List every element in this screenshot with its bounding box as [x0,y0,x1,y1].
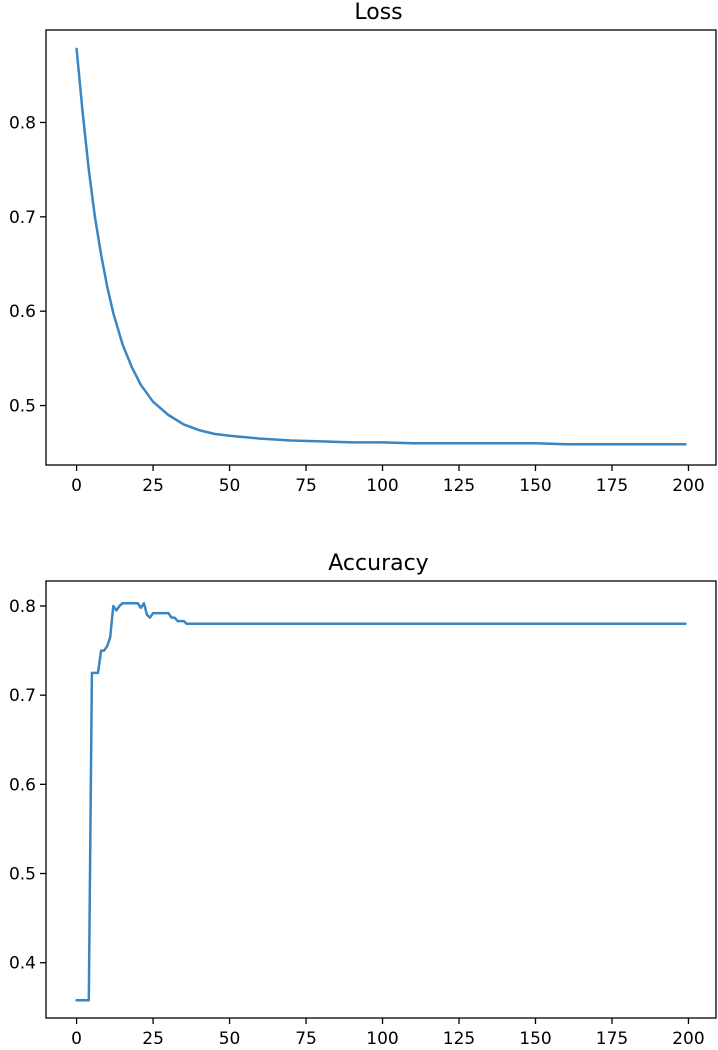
accuracy-x-tick-label: 150 [519,1029,551,1049]
loss-x-tick-label: 50 [219,476,241,496]
accuracy-y-tick-label: 0.7 [9,686,36,706]
loss-x-tick-label: 175 [596,476,628,496]
loss-plot-area: 0 25 50 75 100 125 150 175 200 0.5 0.6 0.7 0.8 [9,29,717,496]
loss-y-tick-label: 0.6 [9,302,36,322]
loss-chart: Loss 0 25 50 75 100 125 150 175 200 0.5 0.6 0.7 0.8 [9,0,717,496]
loss-x-tick-label: 75 [295,476,317,496]
loss-y-tick-label: 0.8 [9,113,36,133]
loss-y-tick-label: 0.7 [9,208,36,228]
accuracy-axes-frame [45,580,717,1019]
loss-x-tick-label: 0 [71,476,82,496]
accuracy-x-tick-label: 175 [596,1029,628,1049]
accuracy-x-tick-label: 0 [71,1029,82,1049]
loss-x-tick-label: 200 [672,476,704,496]
loss-series-line [75,47,687,446]
loss-x-tick-label: 25 [142,476,164,496]
accuracy-y-tick-label: 0.8 [9,597,36,617]
accuracy-y-tick-label: 0.6 [9,775,36,795]
loss-axes-frame [45,29,717,466]
accuracy-y-tick-label: 0.4 [9,954,36,974]
accuracy-x-tick-label: 75 [295,1029,317,1049]
accuracy-x-tick-label: 125 [443,1029,475,1049]
loss-x-tick-label: 150 [519,476,551,496]
accuracy-x-tick-label: 25 [142,1029,164,1049]
accuracy-x-tick-label: 50 [219,1029,241,1049]
accuracy-series-line [75,602,687,1002]
accuracy-x-tick-label: 200 [672,1029,704,1049]
loss-x-tick-label: 125 [443,476,475,496]
accuracy-x-tick-label: 100 [366,1029,398,1049]
accuracy-chart-title: Accuracy [328,551,428,576]
accuracy-y-tick-label: 0.5 [9,865,36,885]
loss-x-tick-label: 100 [366,476,398,496]
accuracy-plot-area: 0 25 50 75 100 125 150 175 200 0.4 0.5 0.6 0.7 0.8 [9,580,717,1049]
loss-chart-title: Loss [354,0,402,25]
loss-y-tick-label: 0.5 [9,397,36,417]
accuracy-chart: Accuracy 0 25 50 75 100 125 150 175 200 0.4 0.5 0.6… [9,551,717,1049]
